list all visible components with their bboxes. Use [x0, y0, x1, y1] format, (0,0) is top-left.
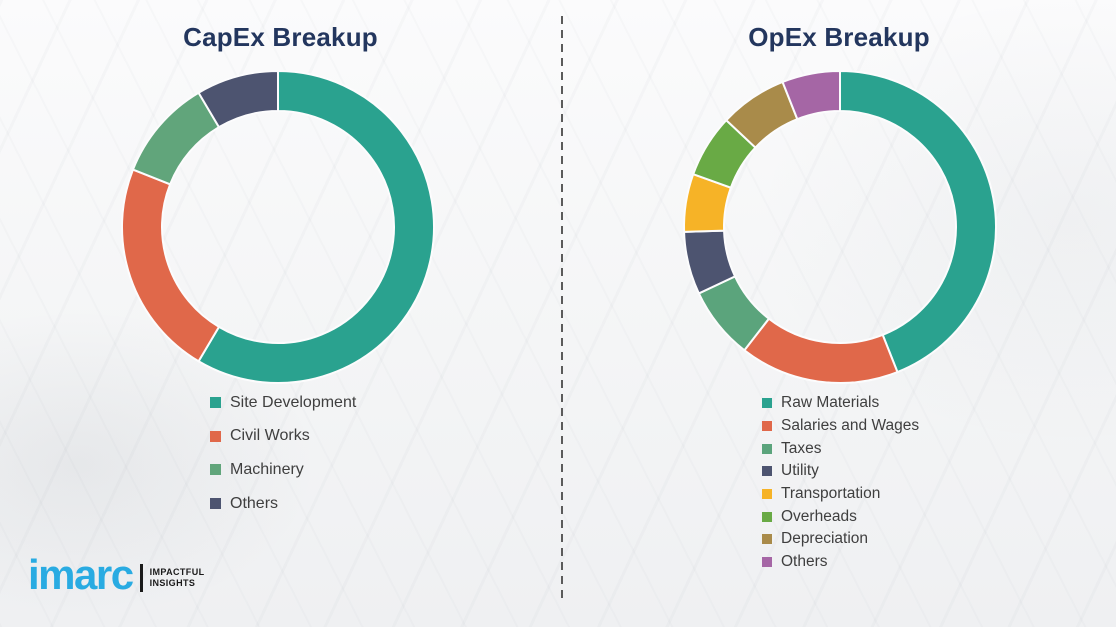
capex-panel: CapEx Breakup Site Development Civil Work… — [120, 22, 435, 520]
legend-item: Taxes — [762, 437, 919, 460]
legend-label: Civil Works — [230, 427, 310, 445]
imarc-tagline-line2: INSIGHTS — [149, 578, 196, 588]
donut-slice — [742, 317, 899, 384]
legend-item: Raw Materials — [762, 392, 919, 415]
legend-label: Others — [230, 494, 279, 512]
imarc-logo-wordmark: imarc — [28, 551, 134, 598]
capex-donut-chart — [120, 69, 435, 384]
donut-slice — [120, 168, 221, 363]
donut-slice — [197, 69, 279, 129]
legend-label: Salaries and Wages — [781, 417, 920, 435]
donut-slice — [781, 69, 841, 121]
legend-swatch — [210, 397, 221, 409]
legend-label: Depreciation — [781, 530, 869, 548]
legend-swatch — [210, 498, 221, 510]
legend-swatch — [762, 489, 772, 500]
legend-label: Transportation — [781, 485, 881, 503]
legend-item: Others — [762, 551, 919, 574]
legend-swatch — [762, 511, 772, 522]
capex-chart-title: CapEx Breakup — [183, 22, 378, 52]
legend-item: Site Development — [210, 386, 356, 420]
legend-item: Overheads — [762, 505, 919, 528]
legend-label: Overheads — [781, 507, 857, 525]
legend-label: Others — [781, 553, 828, 571]
legend-label: Machinery — [230, 460, 304, 478]
legend-label: Taxes — [781, 439, 822, 457]
legend-swatch — [210, 430, 221, 442]
legend-item: Civil Works — [210, 420, 356, 454]
legend-item: Others — [210, 487, 356, 521]
legend-item: Salaries and Wages — [762, 415, 919, 438]
opex-panel: OpEx Breakup Raw Materials Salaries and W… — [562, 0, 1116, 627]
opex-donut-chart — [683, 69, 998, 384]
capex-legend: Site Development Civil Works Machinery Othe… — [210, 386, 356, 520]
legend-label: Utility — [781, 462, 819, 480]
imarc-logo-tagline: IMPACTFUL INSIGHTS — [150, 567, 205, 589]
legend-swatch — [762, 443, 772, 454]
imarc-logo: imarc IMPACTFUL INSIGHTS — [28, 554, 205, 596]
legend-item: Depreciation — [762, 528, 919, 551]
legend-swatch — [210, 464, 221, 476]
imarc-logo-divider-bar — [139, 564, 143, 592]
legend-item: Utility — [762, 460, 919, 483]
legend-label: Site Development — [230, 393, 357, 411]
legend-swatch — [762, 398, 772, 409]
donut-slice — [839, 69, 998, 374]
legend-label: Raw Materials — [781, 394, 880, 412]
legend-swatch — [762, 466, 772, 477]
imarc-tagline-line1: IMPACTFUL — [149, 567, 205, 578]
opex-chart-title: OpEx Breakup — [748, 22, 930, 52]
opex-legend: Raw Materials Salaries and Wages Taxes Util… — [762, 392, 919, 574]
legend-swatch — [762, 534, 772, 545]
legend-item: Transportation — [762, 483, 919, 506]
legend-swatch — [762, 557, 772, 568]
legend-item: Machinery — [210, 453, 356, 487]
legend-swatch — [762, 421, 772, 432]
divider-dashed-line — [561, 16, 563, 604]
donut-slice — [197, 69, 435, 384]
